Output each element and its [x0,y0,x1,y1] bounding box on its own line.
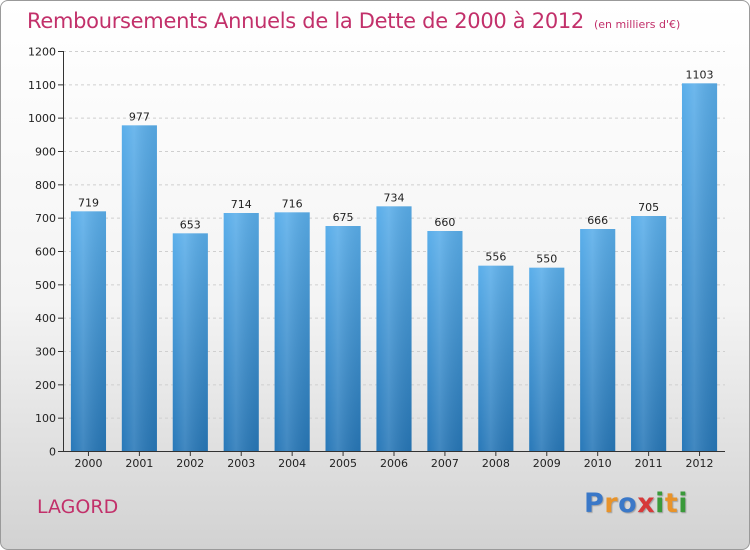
x-tick-label-2000: 2000 [74,457,102,470]
bar-sheen-2000 [70,211,107,451]
x-tick-label-2006: 2006 [380,457,408,470]
y-tick-label: 900 [35,146,56,159]
y-tick-label: 500 [35,279,56,292]
value-label-2005: 675 [333,211,354,224]
x-tick-label-2007: 2007 [431,457,459,470]
value-label-2003: 714 [231,198,252,211]
value-label-2010: 666 [587,214,608,227]
value-label-2002: 653 [180,218,201,231]
x-tick-label-2001: 2001 [125,457,153,470]
chart-title-text: Remboursements Annuels de la Dette de 20… [27,9,584,33]
x-tick-label-2005: 2005 [329,457,357,470]
value-label-2008: 556 [485,251,506,264]
bar-sheen-2006 [376,206,412,451]
bar-sheen-2012 [681,83,718,451]
logo-letter: t [664,488,679,519]
y-tick-label: 400 [35,312,56,325]
logo-letter: x [637,488,656,519]
y-tick-label: 1200 [28,46,56,59]
y-tick-label: 700 [35,212,56,225]
axes [58,51,725,456]
bar-sheen-2010 [580,229,616,451]
value-label-2000: 719 [78,196,99,209]
y-tick-label: 1000 [28,112,56,125]
bar-sheen-2011 [631,216,667,451]
bar-sheen-2005 [325,226,361,451]
logo-letter: i [678,488,689,519]
bar-sheen-2002 [172,233,208,451]
value-label-2011: 705 [638,201,659,214]
value-label-2001: 977 [129,110,150,123]
y-tick-label: 800 [35,179,56,192]
logo-letter: i [655,488,665,519]
x-tick-label-2004: 2004 [278,457,306,470]
x-tick-label-2009: 2009 [533,457,561,470]
bars [70,83,718,451]
y-tick-label: 200 [35,379,56,392]
logo-letter: o [618,488,638,519]
commune-name: LAGORD [37,496,119,518]
y-tick-label: 100 [35,412,56,425]
value-label-2012: 1103 [686,68,714,81]
y-tick-label: 600 [35,246,56,259]
x-tick-label-2008: 2008 [482,457,510,470]
value-label-2006: 734 [384,191,405,204]
chart-title: Remboursements Annuels de la Dette de 20… [27,9,680,33]
x-tick-label-2012: 2012 [686,457,714,470]
bar-sheen-2001 [121,125,157,451]
chart-subtitle: (en milliers d'€) [594,18,681,31]
bar-sheen-2003 [223,213,259,451]
x-tick-label-2011: 2011 [635,457,663,470]
logo-letter: P [584,488,605,519]
y-tick-label: 1100 [28,79,56,92]
value-label-2007: 660 [434,216,455,229]
bar-sheen-2009 [529,267,565,451]
bar-sheen-2004 [274,212,310,451]
x-tick-label-2003: 2003 [227,457,255,470]
logo-letter: r [604,488,619,519]
value-label-2009: 550 [536,253,557,266]
x-tick-label-2010: 2010 [584,457,612,470]
x-tick-label-2002: 2002 [176,457,204,470]
labels: 0 100 200 300 400 500 600 700 800 900 1000 1100 1200… [28,46,714,471]
value-label-2004: 716 [282,197,303,210]
bar-sheen-2008 [478,265,514,451]
y-tick-label: 300 [35,346,56,359]
proxiti-logo: Proxiti [584,488,688,519]
bar-sheen-2007 [427,231,463,451]
y-tick-label: 0 [49,446,56,459]
